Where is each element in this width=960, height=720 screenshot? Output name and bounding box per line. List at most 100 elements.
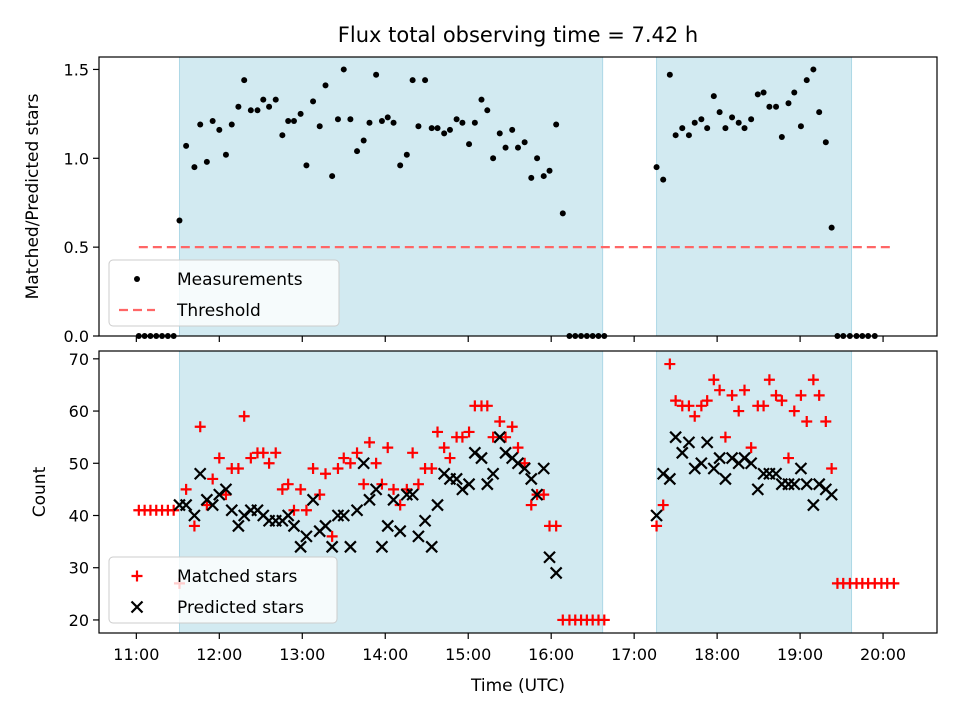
- predicted-star-point: [206, 498, 219, 512]
- measurement-point: [366, 119, 373, 126]
- measurement-point: [266, 103, 273, 110]
- top-y-tick-label: 0.5: [64, 238, 89, 257]
- measurement-point: [384, 114, 391, 121]
- matched-star-point: [795, 389, 807, 401]
- predicted-star-point: [300, 530, 313, 543]
- matched-star-point: [412, 478, 424, 490]
- matched-star-point: [257, 447, 269, 459]
- measurement-point: [741, 125, 748, 132]
- matched-star-point: [651, 520, 663, 532]
- predicted-star-point: [769, 467, 783, 480]
- predicted-star-point: [188, 509, 201, 522]
- matched-star-point: [525, 499, 537, 511]
- measurement-point: [428, 125, 435, 132]
- matched-star-point: [801, 416, 813, 427]
- matched-star-point: [388, 483, 400, 495]
- measurement-point: [403, 151, 410, 158]
- measurement-point: [334, 116, 341, 123]
- top-y-axis-label: Matched/Predicted stars: [23, 93, 43, 299]
- measurement-point: [729, 114, 736, 121]
- measurement-point: [698, 116, 705, 123]
- predicted-star-point: [475, 451, 488, 465]
- predicted-star-point: [225, 504, 239, 517]
- legend-key-matched: [131, 570, 143, 582]
- matched-star-point: [758, 400, 770, 412]
- predicted-star-point: [344, 540, 357, 554]
- matched-star-point: [288, 504, 300, 516]
- matched-star-point: [456, 431, 468, 443]
- x-tick-label: 14:00: [362, 645, 408, 664]
- matched-star-point: [708, 374, 720, 386]
- measurement-point: [748, 116, 755, 123]
- predicted-star-point: [537, 462, 550, 475]
- x-tick-label: 20:00: [860, 645, 906, 664]
- matched-star-point: [788, 405, 800, 417]
- x-tick-label: 13:00: [279, 645, 325, 664]
- predicted-star-point: [524, 472, 538, 486]
- matched-star-point: [763, 374, 775, 386]
- predicted-star-point: [306, 493, 320, 507]
- measurement-point: [254, 107, 261, 114]
- x-tick-label: 16:00: [528, 645, 574, 664]
- legend-label: Matched stars: [177, 567, 297, 587]
- measurement-point: [422, 77, 429, 84]
- ratio-panel: 0.0 0.5 1.0 1.5 Matched/Predicted stars Measu…: [23, 56, 938, 346]
- measurement-point: [459, 119, 466, 126]
- measurement-point: [828, 224, 835, 231]
- matched-star-point: [232, 463, 244, 474]
- predicted-star-point: [369, 483, 383, 496]
- predicted-star-point: [363, 493, 376, 507]
- matched-star-point: [714, 384, 726, 396]
- predicted-star-point: [219, 483, 233, 496]
- matched-star-point: [813, 389, 825, 401]
- predicted-star-point: [744, 457, 758, 470]
- matched-star-point: [807, 374, 819, 386]
- predicted-star-point: [663, 472, 677, 486]
- measurement-point: [216, 126, 223, 133]
- predicted-star-point: [486, 467, 500, 480]
- matched-star-point: [168, 504, 180, 516]
- measurement-point: [471, 119, 478, 126]
- measurement-point: [466, 141, 473, 148]
- measurement-point: [478, 96, 485, 103]
- bottom-y-tick-label: 20: [69, 611, 89, 630]
- matched-star-point: [664, 358, 676, 370]
- predicted-star-point: [357, 457, 370, 470]
- predicted-star-point: [406, 488, 419, 501]
- measurement-point: [660, 176, 667, 183]
- predicted-star-point: [387, 493, 400, 507]
- matched-star-point: [295, 483, 307, 495]
- chart-title: Flux total observing time = 7.42 h: [338, 23, 698, 47]
- matched-star-point: [670, 395, 682, 407]
- legend-key-predicted: [130, 600, 144, 614]
- matched-star-point: [207, 473, 219, 485]
- predicted-star-point: [794, 462, 808, 475]
- predicted-star-point: [481, 477, 494, 491]
- measurement-point: [285, 117, 292, 124]
- predicted-star-point: [232, 519, 245, 533]
- measurement-point: [710, 93, 717, 100]
- x-axis-label: Time (UTC): [470, 676, 565, 696]
- measurement-point: [778, 133, 785, 140]
- top-y-tick-label: 1.0: [64, 149, 89, 168]
- matched-star-point: [500, 431, 512, 443]
- matched-star-point: [444, 452, 456, 464]
- measurement-point: [810, 66, 817, 73]
- predicted-star-point: [707, 462, 721, 475]
- matched-star-point: [344, 457, 356, 469]
- predicted-star-point: [788, 477, 801, 491]
- predicted-star-point: [700, 436, 714, 449]
- top-axes-frame: [98, 56, 938, 337]
- measurement-point: [816, 109, 823, 116]
- predicted-star-point: [337, 509, 351, 522]
- matched-star-point: [332, 463, 344, 474]
- predicted-star-point: [530, 488, 544, 501]
- predicted-star-point: [375, 540, 389, 554]
- matched-star-point: [188, 520, 200, 532]
- measurement-point: [434, 125, 441, 132]
- measurement-point: [791, 89, 798, 96]
- predicted-star-point: [807, 498, 820, 512]
- matched-star-point: [270, 447, 282, 459]
- measurement-point: [390, 119, 397, 126]
- top-legend: Measurements Threshold: [108, 259, 340, 327]
